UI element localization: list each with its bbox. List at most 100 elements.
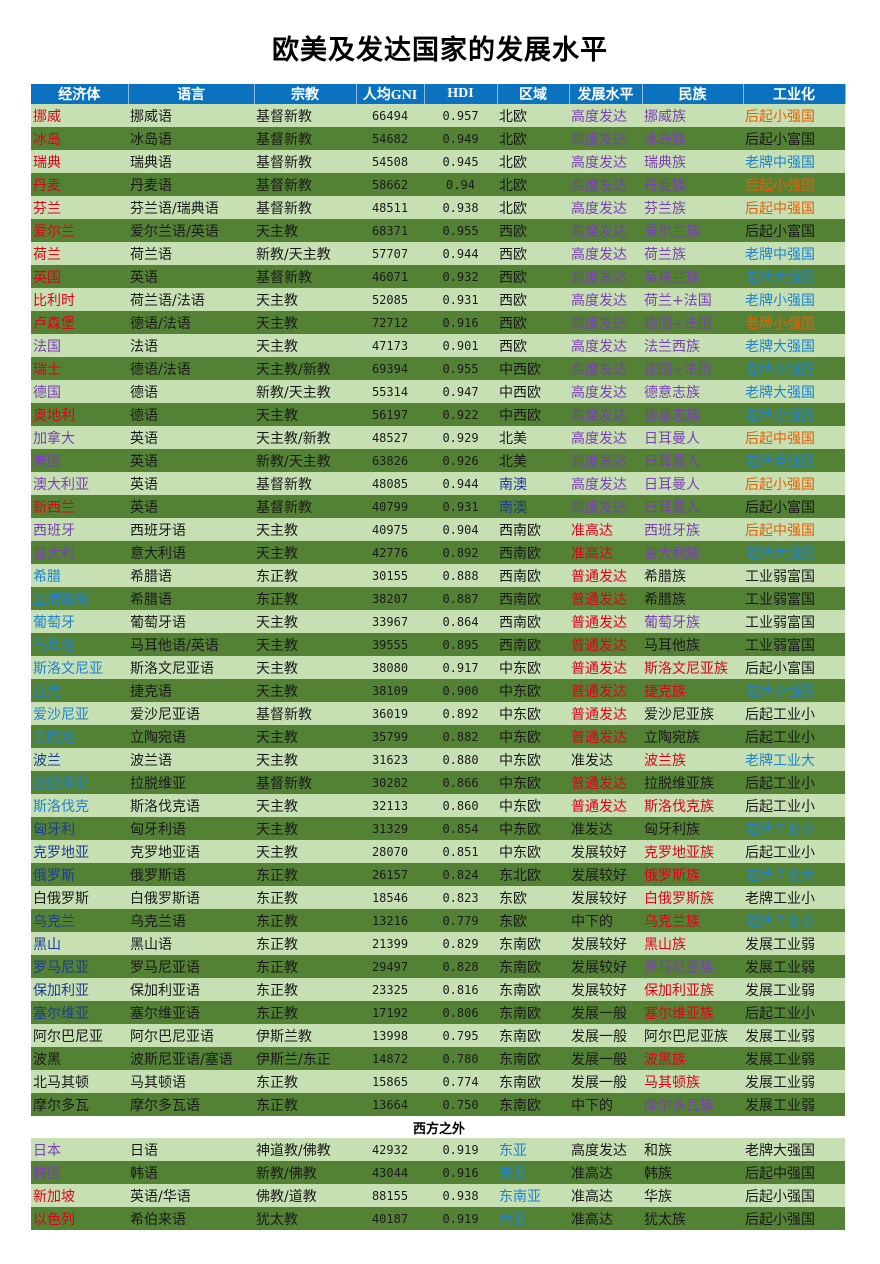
cell-development: 高度发达 — [569, 380, 642, 403]
cell-ethnicity: 白俄罗斯族 — [642, 886, 743, 909]
cell-development: 准发达 — [569, 817, 642, 840]
cell-development: 发展较好 — [569, 978, 642, 1001]
cell-ethnicity: 丹麦族 — [642, 173, 743, 196]
header-region: 区域 — [497, 84, 570, 104]
table-row: 黑山 黑山语 东正教 21399 0.829 东南欧 发展较好 黑山族 发展工业弱 — [31, 932, 845, 955]
cell-gni: 54508 — [356, 150, 424, 173]
cell-religion: 天主教 — [254, 541, 356, 564]
cell-region: 北欧 — [497, 104, 569, 127]
cell-ethnicity: 爱尔兰族 — [642, 219, 743, 242]
table-row: 奥地利 德语 天主教 56197 0.922 中西欧 高度发达 德意志族 老牌小强国 — [31, 403, 845, 426]
cell-language: 德语/法语 — [128, 357, 254, 380]
cell-hdi: 0.916 — [424, 1161, 497, 1184]
table-row: 丹麦 丹麦语 基督新教 58662 0.94 北欧 高度发达 丹麦族 后起小强国 — [31, 173, 845, 196]
table-row: 阿尔巴尼亚 阿尔巴尼亚语 伊斯兰教 13998 0.795 东南欧 发展一般 阿尔巴尼亚族 发展… — [31, 1024, 845, 1047]
cell-industrialization: 发展工业弱 — [743, 932, 845, 955]
cell-ethnicity: 日耳曼人 — [642, 495, 743, 518]
cell-region: 西南欧 — [497, 541, 569, 564]
cell-language: 英语 — [128, 265, 254, 288]
cell-region: 中西欧 — [497, 357, 569, 380]
cell-religion: 东正教 — [254, 978, 356, 1001]
header-hdi: HDI — [424, 84, 498, 104]
cell-hdi: 0.851 — [424, 840, 497, 863]
cell-language: 捷克语 — [128, 679, 254, 702]
cell-economy: 爱尔兰 — [31, 219, 128, 242]
cell-development: 高度发达 — [569, 242, 642, 265]
cell-region: 中东欧 — [497, 748, 569, 771]
cell-gni: 35799 — [356, 725, 424, 748]
cell-ethnicity: 葡萄牙族 — [642, 610, 743, 633]
cell-hdi: 0.864 — [424, 610, 497, 633]
cell-development: 发展较好 — [569, 840, 642, 863]
cell-religion: 东正教 — [254, 863, 356, 886]
cell-language: 挪威语 — [128, 104, 254, 127]
cell-economy: 匈牙利 — [31, 817, 128, 840]
cell-hdi: 0.931 — [424, 288, 497, 311]
cell-development: 准高达 — [569, 1161, 642, 1184]
cell-region: 东南欧 — [497, 955, 569, 978]
cell-language: 希腊语 — [128, 564, 254, 587]
cell-ethnicity: 韩族 — [642, 1161, 743, 1184]
cell-development: 发展较好 — [569, 932, 642, 955]
cell-language: 拉脱维亚 — [128, 771, 254, 794]
header-language: 语言 — [128, 84, 255, 104]
cell-industrialization: 后起中强国 — [743, 196, 845, 219]
cell-religion: 天主教 — [254, 840, 356, 863]
cell-development: 高度发达 — [569, 219, 642, 242]
cell-gni: 55314 — [356, 380, 424, 403]
cell-hdi: 0.882 — [424, 725, 497, 748]
cell-ethnicity: 日耳曼人 — [642, 472, 743, 495]
cell-industrialization: 工业弱富国 — [743, 564, 845, 587]
cell-industrialization: 发展工业弱 — [743, 955, 845, 978]
table-row: 马耳他 马耳他语/英语 天主教 39555 0.895 西南欧 普通发达 马耳他族 工业弱富国 — [31, 633, 845, 656]
cell-religion: 天主教 — [254, 219, 356, 242]
cell-religion: 天主教 — [254, 725, 356, 748]
cell-development: 发展一般 — [569, 1024, 642, 1047]
cell-economy: 韩国 — [31, 1161, 128, 1184]
cell-economy: 俄罗斯 — [31, 863, 128, 886]
cell-religion: 新教/天主教 — [254, 242, 356, 265]
cell-hdi: 0.860 — [424, 794, 497, 817]
cell-industrialization: 工业弱富国 — [743, 633, 845, 656]
cell-development: 发展一般 — [569, 1070, 642, 1093]
cell-hdi: 0.955 — [424, 357, 497, 380]
cell-religion: 新教/佛教 — [254, 1161, 356, 1184]
cell-ethnicity: 犹太族 — [642, 1207, 743, 1230]
cell-language: 波兰语 — [128, 748, 254, 771]
cell-religion: 天主教/新教 — [254, 426, 356, 449]
cell-gni: 13664 — [356, 1093, 424, 1116]
cell-region: 西欧 — [497, 219, 569, 242]
cell-development: 普通发达 — [569, 679, 642, 702]
cell-ethnicity: 克罗地亚族 — [642, 840, 743, 863]
cell-region: 东亚 — [497, 1161, 569, 1184]
table-row: 白俄罗斯 白俄罗斯语 东正教 18546 0.823 东欧 发展较好 白俄罗斯族 老牌工业小 — [31, 886, 845, 909]
cell-hdi: 0.957 — [424, 104, 497, 127]
cell-development: 高度发达 — [569, 472, 642, 495]
cell-industrialization: 后起小强国 — [743, 1207, 845, 1230]
cell-development: 普通发达 — [569, 633, 642, 656]
cell-economy: 瑞士 — [31, 357, 128, 380]
cell-language: 德语 — [128, 403, 254, 426]
cell-language: 爱沙尼亚语 — [128, 702, 254, 725]
cell-region: 东南欧 — [497, 1047, 569, 1070]
cell-industrialization: 后起工业小 — [743, 840, 845, 863]
cell-economy: 爱沙尼亚 — [31, 702, 128, 725]
table-row: 斯洛伐克 斯洛伐克语 天主教 32113 0.860 中东欧 普通发达 斯洛伐克族 后起工业小 — [31, 794, 845, 817]
cell-economy: 罗马尼亚 — [31, 955, 128, 978]
cell-development: 准高达 — [569, 1207, 642, 1230]
header-row: 经济体 语言 宗教 人均GNI HDI 区域 发展水平 民族 工业化 — [31, 84, 846, 104]
cell-religion: 天主教 — [254, 311, 356, 334]
cell-hdi: 0.780 — [424, 1047, 497, 1070]
cell-region: 北美 — [497, 426, 569, 449]
cell-industrialization: 老牌工业大 — [743, 748, 845, 771]
cell-hdi: 0.901 — [424, 334, 497, 357]
cell-hdi: 0.816 — [424, 978, 497, 1001]
cell-religion: 东正教 — [254, 1001, 356, 1024]
cell-religion: 天主教 — [254, 817, 356, 840]
cell-religion: 天主教 — [254, 679, 356, 702]
cell-gni: 13216 — [356, 909, 424, 932]
cell-industrialization: 老牌大强国 — [743, 334, 845, 357]
cell-economy: 意大利 — [31, 541, 128, 564]
cell-hdi: 0.932 — [424, 265, 497, 288]
cell-economy: 马耳他 — [31, 633, 128, 656]
